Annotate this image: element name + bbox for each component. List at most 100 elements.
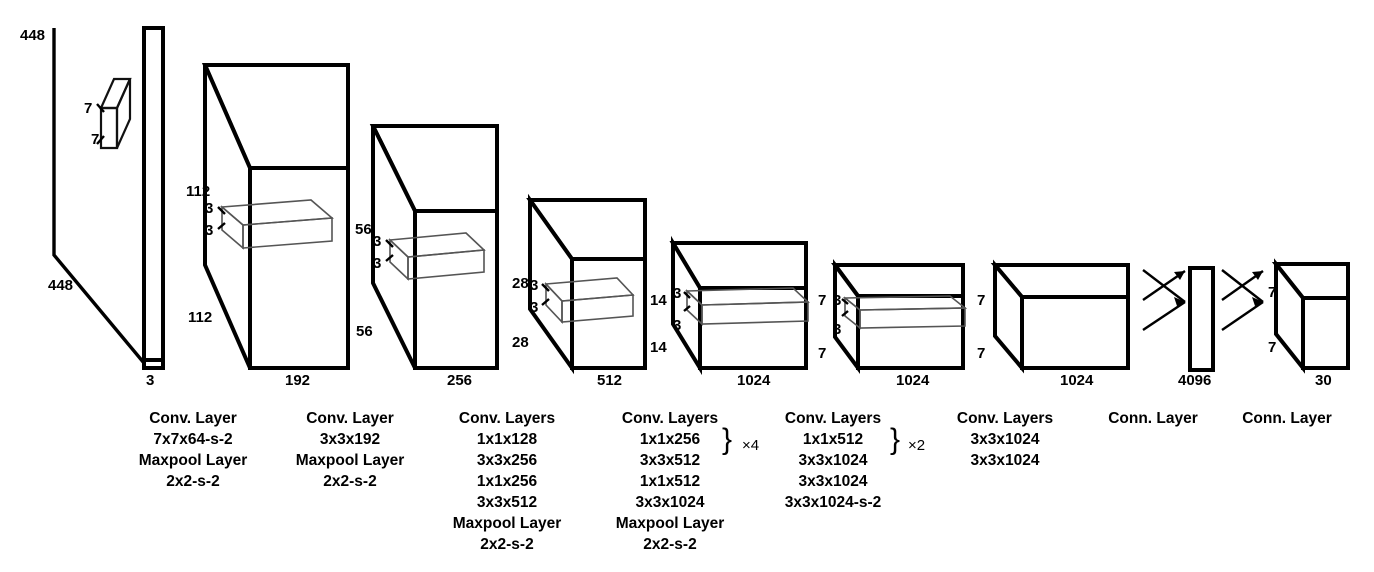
caption-fc1-line-0: Conn. Layer	[1108, 410, 1198, 427]
caption-conv6-line-0: Conv. Layers	[956, 410, 1054, 427]
conv3-dim-depth: 28	[512, 334, 529, 351]
input-dim-depth: 448	[48, 277, 73, 294]
conv4-kernel-front	[701, 301, 809, 325]
conv2-kernel-label-w: 3	[373, 255, 381, 272]
caption-conv4: Conv. Layers 1x1x256 3x3x512 1x1x512 3x3…	[605, 408, 735, 555]
kernel-input-tick-upper	[96, 103, 105, 113]
repeat-multiplier-conv4: ×4	[742, 437, 760, 454]
conv6-front-face	[1020, 295, 1130, 370]
caption-conv4-line-3: 1x1x512	[639, 473, 701, 490]
conv1-dim-depth: 112	[188, 309, 212, 326]
conv4-kernel-tick-lower	[683, 305, 691, 312]
conv1-dim-height: 112	[186, 183, 210, 200]
conv2-dim-channels: 256	[447, 372, 472, 389]
kernel-input-label-w: 7	[91, 131, 99, 148]
caption-conv3-line-5: Maxpool Layer	[452, 515, 562, 532]
conv5-dim-height: 7	[818, 292, 826, 309]
caption-conv4-line-1: 1x1x256	[639, 431, 701, 448]
conv2-kernel-tick-lower	[385, 254, 394, 262]
conv5-kernel-label-h: 3	[833, 292, 841, 309]
conv4-kernel-label-h: 3	[673, 285, 681, 302]
fc1-slab	[1188, 266, 1215, 372]
caption-conv5-line-4: 3x3x1024-s-2	[784, 494, 882, 511]
connection-arrows-1	[1142, 269, 1186, 331]
caption-conv4-line-4: 3x3x1024	[635, 494, 705, 511]
conn1-arrow-down-head	[1174, 297, 1185, 306]
caption-conv6: Conv. Layers 3x3x1024 3x3x1024	[940, 408, 1070, 471]
conv4-front-face	[698, 286, 808, 370]
caption-conv5-line-3: 3x3x1024	[798, 473, 868, 490]
caption-conv3-line-3: 1x1x256	[476, 473, 538, 490]
kernel-conv5-3x3: 3 3	[833, 292, 968, 338]
conv5-kernel-tick-lower	[841, 310, 849, 317]
block-input: 448 448 3	[20, 26, 165, 389]
caption-conv5-line-2: 3x3x1024	[798, 452, 868, 469]
conv3-kernel-label-h: 3	[530, 277, 538, 294]
conv5-front-face	[856, 294, 965, 370]
conn1-arrow-up-head	[1174, 271, 1185, 280]
caption-conv4-line-0: Conv. Layers	[621, 410, 719, 427]
block-conv4: 14 14 1024	[650, 235, 808, 389]
input-dim-height: 448	[20, 27, 45, 44]
conv1-kernel-label-w: 3	[205, 222, 213, 239]
conv1-front-face	[248, 166, 350, 370]
conv1-kernel-tick-lower	[217, 222, 226, 230]
conv4-kernel-tick-upper	[683, 291, 691, 299]
caption-conv1-line-3: 2x2-s-2	[166, 473, 220, 490]
block-fc1: 4096	[1178, 266, 1215, 389]
conv2-dim-depth: 56	[356, 323, 373, 340]
block-conv6: 7 7 1024	[977, 259, 1130, 389]
conv1-kernel-front	[242, 217, 333, 249]
fc2-dim-depth: 7	[1268, 339, 1276, 356]
fc2-dim-height: 7	[1268, 284, 1276, 301]
conv3-dim-channels: 512	[597, 372, 622, 389]
conv6-dim-height: 7	[977, 292, 985, 309]
conv2-kernel-label-h: 3	[373, 233, 381, 250]
conv2-kernel-tick-upper	[385, 239, 394, 248]
conv5-kernel-label-w: 3	[833, 321, 841, 338]
conv5-dim-depth: 7	[818, 345, 826, 362]
conv4-dim-depth: 14	[650, 339, 667, 356]
conv1-kernel-label-h: 3	[205, 200, 213, 217]
kernel-input-top-face	[99, 77, 132, 110]
conn2-arrow-down-head	[1252, 297, 1263, 306]
conv2-dim-height: 56	[355, 221, 372, 238]
conn1-arrow-cross	[1142, 301, 1186, 331]
fc1-dim-units: 4096	[1178, 372, 1211, 389]
fc2-dim-channels: 30	[1315, 372, 1332, 389]
kernel-input-tick-lower	[96, 135, 105, 145]
conv3-dim-height: 28	[512, 275, 529, 292]
caption-conv2-line-3: 2x2-s-2	[323, 473, 377, 490]
conv3-kernel-tick-upper	[541, 283, 550, 292]
conv2-kernel-front	[407, 249, 485, 280]
conv3-front-face	[570, 257, 647, 370]
kernel-input-label-h: 7	[84, 100, 92, 117]
caption-conv1-line-1: 7x7x64-s-2	[153, 431, 233, 448]
kernel-input-left-face	[99, 106, 119, 150]
block-fc2-output: 7 7 30	[1268, 258, 1350, 389]
caption-conv3-line-4: 3x3x512	[476, 494, 538, 511]
caption-conv6-line-2: 3x3x1024	[970, 452, 1040, 469]
caption-conv3-line-1: 1x1x128	[476, 431, 538, 448]
conv6-dim-depth: 7	[977, 345, 985, 362]
caption-fc1: Conn. Layer	[1088, 408, 1218, 429]
input-perspective-guide-left	[52, 28, 146, 365]
conv4-dim-channels: 1024	[737, 372, 771, 389]
conn2-arrow-down	[1221, 269, 1264, 303]
conv5-kernel-front	[859, 307, 966, 329]
caption-conv1-line-0: Conv. Layer	[149, 410, 237, 427]
caption-conv5-line-1: 1x1x512	[802, 431, 864, 448]
conv5-dim-channels: 1024	[896, 372, 930, 389]
conn1-arrow-down	[1142, 269, 1186, 303]
caption-conv6-line-1: 3x3x1024	[970, 431, 1040, 448]
caption-conv3-line-2: 3x3x256	[476, 452, 538, 469]
caption-conv4-line-6: 2x2-s-2	[643, 536, 697, 553]
conv3-kernel-tick-lower	[541, 298, 550, 306]
conv1-dim-channels: 192	[285, 372, 310, 389]
input-dim-channels: 3	[146, 372, 154, 389]
kernel-input-7x7: 7 7	[84, 77, 132, 150]
input-slab-left-line	[142, 26, 165, 362]
input-slab-bottom	[142, 358, 165, 370]
